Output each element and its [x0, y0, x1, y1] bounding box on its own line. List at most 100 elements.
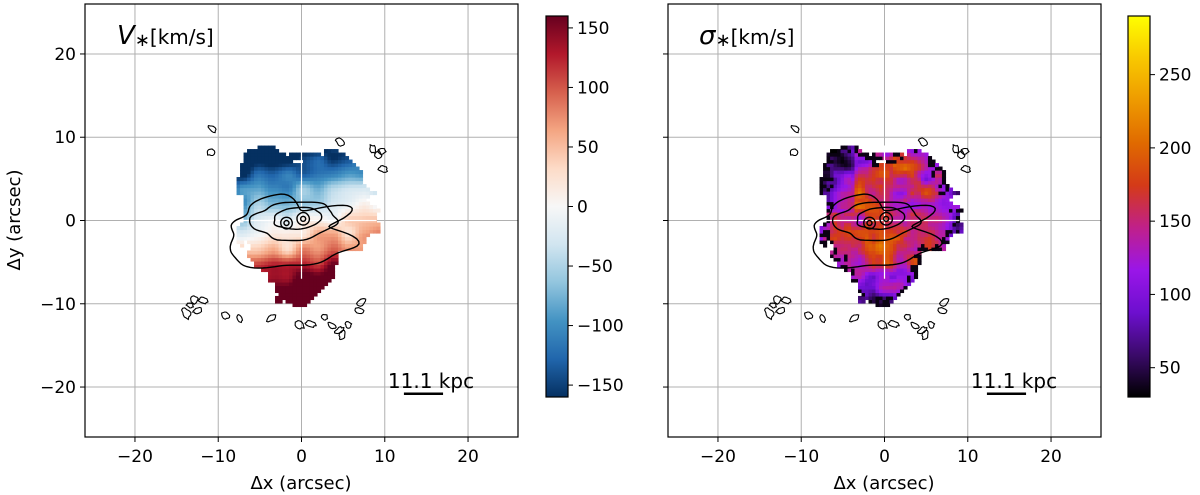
map-pixel	[358, 194, 364, 199]
map-pixel	[889, 253, 894, 259]
map-pixel	[899, 198, 905, 203]
map-pixel	[837, 198, 842, 203]
map-pixel	[268, 225, 273, 231]
map-pixel	[250, 159, 255, 164]
map-pixel	[330, 201, 336, 206]
map-pixel	[355, 205, 360, 210]
map-pixel	[254, 149, 259, 154]
map-pixel	[917, 232, 922, 238]
map-pixel	[271, 163, 276, 168]
map-pixel	[868, 250, 873, 255]
map-pixel	[837, 149, 842, 154]
map-pixel	[903, 187, 908, 192]
map-pixel	[292, 194, 297, 199]
map-pixel	[920, 187, 926, 192]
map-pixel	[910, 236, 915, 241]
map-pixel	[840, 257, 845, 262]
map-pixel	[278, 267, 283, 273]
map-pixel	[899, 232, 905, 238]
map-pixel	[348, 187, 353, 192]
map-pixel	[875, 170, 880, 175]
map-pixel	[271, 229, 276, 234]
map-pixel	[830, 225, 835, 231]
map-pixel	[275, 225, 280, 231]
map-pixel	[292, 278, 297, 283]
map-pixel	[927, 187, 933, 192]
map-pixel	[854, 152, 859, 157]
map-pixel	[306, 257, 311, 262]
map-pixel	[927, 177, 933, 182]
map-pixel	[323, 156, 329, 161]
map-pixel	[275, 236, 280, 241]
map-pixel	[299, 281, 304, 287]
map-pixel	[885, 180, 891, 185]
map-pixel	[826, 208, 831, 213]
map-pixel	[885, 194, 891, 199]
map-pixel	[872, 285, 877, 290]
map-pixel	[275, 229, 280, 234]
map-pixel	[844, 212, 849, 217]
map-pixel	[840, 145, 845, 150]
map-pixel	[334, 205, 339, 210]
map-pixel	[903, 180, 908, 185]
map-pixel	[282, 260, 287, 266]
map-pixel	[927, 180, 933, 185]
map-pixel	[851, 264, 856, 269]
map-pixel	[330, 198, 336, 203]
map-pixel	[858, 191, 863, 196]
map-pixel	[316, 159, 322, 164]
map-pixel	[920, 166, 926, 171]
map-pixel	[330, 239, 336, 245]
map-pixel	[285, 264, 290, 269]
map-pixel	[341, 177, 346, 182]
map-pixel	[892, 271, 898, 276]
map-pixel	[334, 191, 339, 196]
map-pixel	[899, 205, 905, 210]
map-pixel	[892, 295, 898, 301]
map-pixel	[341, 194, 346, 199]
map-pixel	[931, 191, 936, 196]
map-pixel	[854, 232, 859, 238]
map-pixel	[913, 267, 919, 273]
map-pixel	[355, 232, 360, 238]
map-pixel	[889, 278, 894, 283]
map-pixel	[302, 159, 308, 164]
map-pixel	[282, 180, 287, 185]
map-pixel	[334, 250, 339, 255]
map-pixel	[292, 250, 297, 255]
map-pixel	[351, 180, 357, 185]
map-pixel	[851, 243, 856, 248]
map-pixel	[910, 159, 915, 164]
map-pixel	[889, 184, 894, 189]
map-pixel	[879, 201, 884, 206]
map-pixel	[927, 166, 933, 171]
map-pixel	[296, 208, 301, 213]
map-pixel	[854, 201, 859, 206]
map-pixel	[948, 187, 954, 192]
map-pixel	[362, 229, 367, 234]
map-pixel	[865, 246, 870, 252]
map-pixel	[257, 239, 262, 245]
map-pixel	[945, 201, 950, 206]
map-pixel	[896, 180, 901, 185]
map-pixel	[313, 267, 318, 273]
map-pixel	[945, 205, 950, 210]
map-pixel	[323, 184, 329, 189]
map-pixel	[840, 250, 845, 255]
map-pixel	[858, 180, 863, 185]
map-pixel	[369, 205, 374, 210]
map-pixel	[865, 170, 870, 175]
map-pixel	[278, 295, 283, 301]
map-pixel	[296, 281, 301, 287]
map-pixel	[316, 236, 322, 241]
map-pixel	[861, 215, 866, 220]
map-pixel	[275, 159, 280, 164]
map-pixel	[257, 236, 262, 241]
map-pixel	[882, 281, 887, 287]
map-pixel	[327, 222, 332, 227]
map-pixel	[917, 180, 922, 185]
map-pixel	[250, 246, 255, 252]
map-pixel	[289, 253, 294, 259]
map-pixel	[938, 201, 943, 206]
